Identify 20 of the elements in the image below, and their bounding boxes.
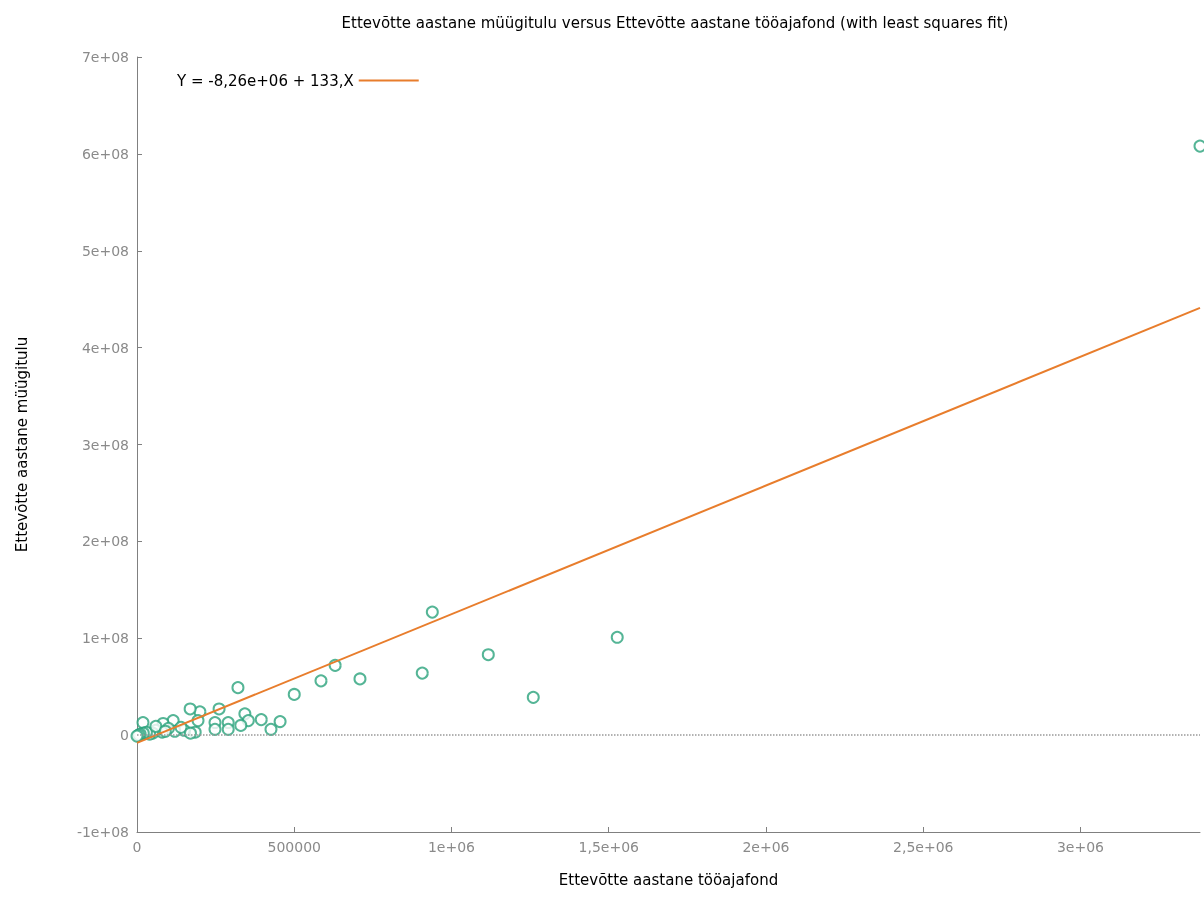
y-tick-label: 4e+08 (81, 339, 129, 356)
y-axis-title: Ettevõtte aastane müügitulu (12, 336, 31, 553)
y-tick-label: 2e+08 (81, 533, 129, 550)
x-tick-label: 500000 (267, 839, 321, 855)
y-tick-label: 3e+08 (81, 436, 129, 453)
y-tick-label: 7e+08 (81, 49, 129, 65)
x-tick-label: 3e+06 (1056, 839, 1105, 855)
chart-title: Ettevõtte aastane müügitulu versus Ettevõtte aastane tööajafond (with least squares fit) (341, 13, 1009, 32)
y-tick-label: 6e+08 (81, 145, 129, 162)
x-tick-label: 1,5e+06 (578, 839, 640, 855)
x-tick-label: 1e+06 (427, 839, 476, 855)
x-tick-label: 0 (132, 839, 142, 855)
x-tick-label: 2,5e+06 (893, 839, 954, 855)
y-tick-label: 1e+08 (81, 630, 129, 647)
legend-label: Y = -8,26e+06 + 133,X (175, 71, 354, 90)
x-tick-label: 2e+06 (742, 839, 790, 855)
y-tick-label: -1e+08 (76, 824, 129, 840)
y-tick-label: 0 (120, 727, 129, 744)
x-axis-title: Ettevõtte aastane tööajafond (558, 870, 779, 889)
y-tick-label: 5e+08 (81, 242, 129, 259)
